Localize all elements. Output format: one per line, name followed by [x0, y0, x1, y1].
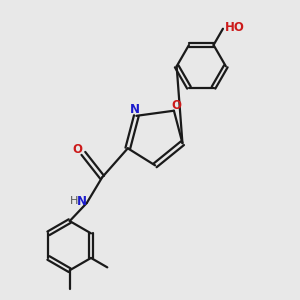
Text: N: N: [77, 195, 87, 208]
Text: O: O: [72, 143, 82, 156]
Text: HO: HO: [225, 20, 245, 34]
Text: H: H: [70, 196, 78, 206]
Text: O: O: [172, 99, 182, 112]
Text: N: N: [130, 103, 140, 116]
